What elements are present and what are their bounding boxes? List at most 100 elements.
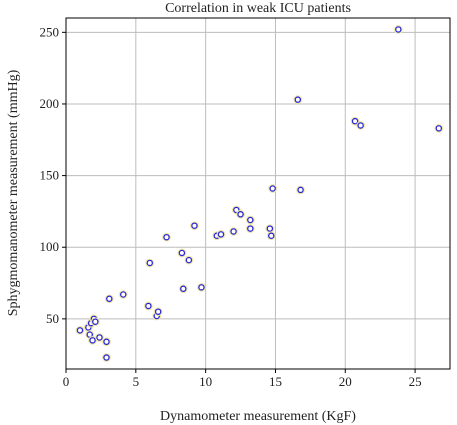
data-point-marker — [103, 338, 110, 346]
data-point-marker — [76, 327, 84, 334]
data-point — [434, 123, 444, 133]
data-point-halo — [162, 232, 171, 242]
data-point-halo — [356, 121, 366, 130]
data-point-marker — [266, 225, 274, 232]
data-point-marker — [237, 211, 244, 218]
data-point — [145, 258, 155, 268]
data-point — [265, 224, 275, 234]
data-point-marker — [217, 231, 225, 238]
data-point-halo — [245, 215, 255, 225]
y-tick-label: 100 — [40, 239, 60, 254]
data-point — [95, 333, 104, 342]
data-point-halo — [197, 282, 206, 292]
data-point — [162, 232, 171, 242]
data-point-halo — [184, 255, 194, 265]
data-point — [245, 224, 255, 234]
data-point — [75, 325, 85, 335]
data-point-halo — [143, 301, 153, 311]
data-point-marker — [180, 285, 187, 293]
data-point — [197, 282, 206, 292]
chart-title: Correlation in weak ICU patients — [165, 1, 351, 16]
data-point-halo — [266, 231, 276, 241]
data-point — [102, 353, 111, 362]
data-point — [178, 284, 188, 294]
data-point — [236, 209, 245, 219]
data-point — [190, 221, 199, 231]
data-point-halo — [75, 325, 85, 335]
data-point-marker — [145, 302, 152, 310]
data-point — [216, 229, 226, 239]
data-point-halo — [95, 333, 104, 342]
data-point-marker — [351, 117, 359, 125]
data-point-marker — [198, 284, 205, 291]
data-point-marker — [106, 295, 113, 303]
data-point — [90, 317, 100, 327]
x-tick-label: 0 — [63, 374, 70, 389]
x-tick-label: 15 — [269, 374, 282, 389]
data-point-halo — [104, 294, 114, 304]
data-point — [245, 215, 255, 225]
data-point-halo — [245, 224, 255, 234]
data-point — [143, 301, 153, 311]
data-point-marker — [268, 232, 275, 240]
data-point-marker — [163, 233, 170, 241]
data-point — [118, 290, 128, 299]
data-point-halo — [350, 116, 360, 126]
x-axis-label: Dynamometer measurement (KgF) — [160, 409, 356, 424]
data-point-halo — [145, 258, 155, 268]
data-point — [184, 255, 194, 265]
grid-lines — [65, 18, 450, 369]
data-point-halo — [178, 284, 188, 294]
x-tick-label: 5 — [133, 374, 140, 389]
data-point — [102, 337, 111, 347]
data-point — [393, 25, 403, 34]
data-point-halo — [236, 209, 245, 219]
data-point-marker — [435, 125, 443, 132]
data-point-marker — [120, 291, 127, 298]
data-point — [296, 185, 305, 195]
x-tick-label: 10 — [199, 374, 212, 389]
data-point — [350, 116, 360, 126]
data-point-halo — [229, 227, 238, 236]
data-point-halo — [216, 229, 226, 239]
data-point-halo — [434, 123, 444, 133]
data-point — [268, 184, 278, 193]
data-point-marker — [96, 334, 103, 341]
data-point-halo — [153, 307, 163, 317]
data-point — [104, 294, 114, 304]
axis-ticks: 0 5 10 15 20 25 50 100 150 200 250 — [40, 24, 422, 389]
y-tick-label: 150 — [40, 168, 60, 183]
data-point-marker — [357, 122, 364, 129]
data-point-halo — [90, 317, 100, 327]
data-point-marker — [103, 354, 110, 361]
data-point-halo — [393, 25, 403, 34]
data-point — [229, 227, 238, 236]
data-point-halo — [190, 221, 199, 231]
data-point-marker — [146, 259, 154, 267]
data-point-halo — [177, 248, 187, 258]
y-tick-label: 200 — [40, 96, 60, 111]
x-tick-label: 25 — [409, 374, 422, 389]
data-point — [153, 307, 163, 317]
y-tick-label: 50 — [46, 311, 59, 326]
data-point-halo — [102, 337, 111, 347]
data-point-marker — [89, 337, 96, 344]
data-point-marker — [178, 249, 186, 257]
data-point-marker — [247, 216, 254, 224]
data-point-marker — [230, 228, 237, 235]
data-point-marker — [92, 318, 99, 325]
data-point-halo — [293, 95, 303, 105]
data-points — [75, 25, 444, 362]
data-point-marker — [185, 256, 193, 264]
data-point-marker — [297, 186, 304, 194]
data-point-halo — [102, 353, 111, 362]
y-axis-label: Sphygmomanometer measurement (mmHg) — [6, 69, 21, 316]
data-point-marker — [191, 222, 198, 229]
data-point-halo — [118, 290, 128, 299]
data-point-marker — [294, 96, 302, 103]
y-tick-label: 250 — [40, 24, 60, 39]
data-point-marker — [247, 225, 254, 232]
data-point — [266, 231, 276, 241]
data-point-marker — [395, 26, 402, 33]
